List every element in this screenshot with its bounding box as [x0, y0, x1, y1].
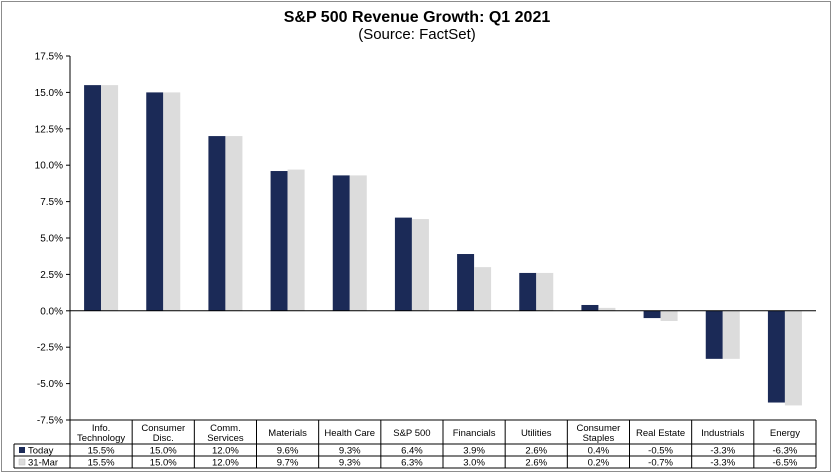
chart-subtitle: (Source: FactSet): [358, 26, 476, 43]
data-label: 12.0%: [212, 458, 239, 469]
legend-key-today: [19, 447, 25, 453]
category-label: Services: [207, 433, 244, 444]
category-label: Financials: [453, 428, 496, 439]
data-label: 12.0%: [212, 446, 239, 457]
legend-label-today: Today: [28, 446, 54, 457]
bar-31-mar: [536, 272, 554, 311]
category-label: Utilities: [521, 428, 552, 439]
data-label: 15.5%: [88, 458, 115, 469]
data-label: 15.0%: [150, 446, 177, 457]
data-label: 3.0%: [463, 458, 485, 469]
category-label: Disc.: [153, 433, 174, 444]
y-tick-label: 12.5%: [35, 124, 63, 135]
category-label: Industrials: [701, 428, 745, 439]
y-tick-label: -5.0%: [37, 379, 63, 390]
data-label: 15.5%: [88, 446, 115, 457]
category-label: Consumer: [141, 423, 185, 434]
bar-today: [332, 175, 350, 311]
data-label: -3.3%: [710, 458, 735, 469]
bar-31-mar: [660, 310, 678, 321]
data-label: -0.5%: [648, 446, 673, 457]
y-tick-label: 7.5%: [40, 197, 63, 208]
bar-today: [84, 85, 102, 311]
y-tick-label: 0.0%: [40, 306, 63, 317]
category-label: S&P 500: [393, 428, 430, 439]
bar-31-mar: [163, 92, 181, 311]
data-label: 15.0%: [150, 458, 177, 469]
category-label: Real Estate: [636, 428, 685, 439]
bar-today: [208, 136, 226, 311]
bar-today: [146, 92, 164, 311]
bar-today: [767, 310, 785, 403]
data-label: 9.3%: [339, 446, 361, 457]
data-label: 3.9%: [463, 446, 485, 457]
category-label: Consumer: [577, 423, 621, 434]
category-label: Health Care: [324, 428, 375, 439]
legend-key-31-mar: [18, 458, 26, 466]
bar-today: [581, 304, 599, 311]
data-label: -6.5%: [773, 458, 798, 469]
data-label: -6.3%: [773, 446, 798, 457]
bar-today: [270, 171, 288, 311]
category-label: Staples: [583, 433, 615, 444]
data-label: -3.3%: [710, 446, 735, 457]
legend-label-31-mar: 31-Mar: [28, 458, 58, 469]
bar-31-mar: [598, 307, 616, 311]
chart-title: S&P 500 Revenue Growth: Q1 2021: [283, 9, 551, 26]
data-label: 9.6%: [277, 446, 299, 457]
data-label: 9.7%: [277, 458, 299, 469]
bar-31-mar: [287, 169, 305, 311]
bar-today: [394, 217, 412, 311]
bar-31-mar: [101, 85, 119, 311]
category-label: Info.: [92, 423, 111, 434]
y-tick-label: -7.5%: [37, 416, 63, 427]
bar-today: [705, 310, 723, 359]
bar-31-mar: [225, 136, 243, 311]
category-label: Materials: [268, 428, 307, 439]
data-label: 2.6%: [525, 446, 547, 457]
data-label: 0.4%: [588, 446, 610, 457]
data-label: 0.2%: [588, 458, 610, 469]
category-label: Technology: [77, 433, 125, 444]
bar-31-mar: [784, 310, 802, 406]
data-label: 6.4%: [401, 446, 423, 457]
data-label: -0.7%: [648, 458, 673, 469]
y-tick-label: 10.0%: [35, 161, 63, 172]
bar-today: [457, 254, 475, 311]
bar-31-mar: [411, 219, 429, 311]
bar-today: [643, 310, 661, 319]
y-tick-label: -2.5%: [37, 343, 63, 354]
y-tick-label: 2.5%: [40, 270, 63, 281]
data-label: 9.3%: [339, 458, 361, 469]
bar-31-mar: [474, 267, 492, 311]
y-tick-label: 15.0%: [35, 88, 63, 99]
bar-31-mar: [722, 310, 740, 359]
category-label: Energy: [770, 428, 800, 439]
bar-31-mar: [349, 175, 367, 311]
data-label: 2.6%: [525, 458, 547, 469]
data-label: 6.3%: [401, 458, 423, 469]
y-tick-label: 17.5%: [35, 52, 63, 63]
bar-today: [519, 272, 537, 311]
category-label: Comm.: [210, 423, 241, 434]
y-tick-label: 5.0%: [40, 234, 63, 245]
